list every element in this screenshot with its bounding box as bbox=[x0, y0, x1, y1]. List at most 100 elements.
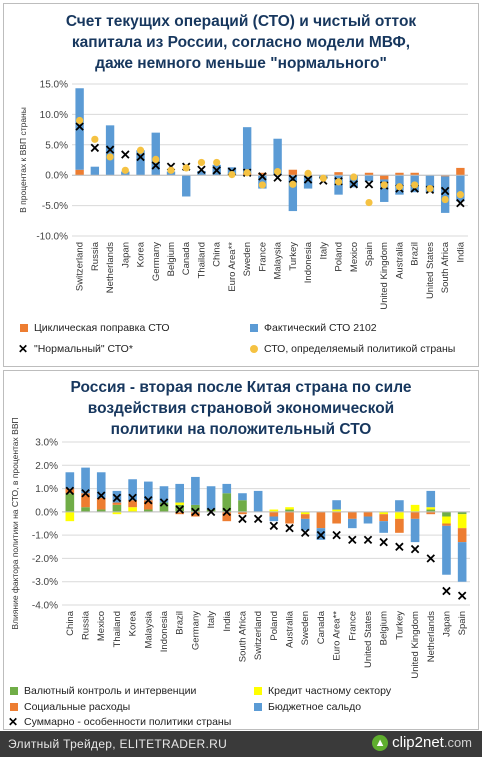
chart2-bar-south-africa bbox=[238, 500, 247, 512]
chart1-dot-marker-sweden bbox=[243, 169, 251, 177]
chart1-dot-marker-japan bbox=[121, 166, 129, 174]
legend2-label-budget: Бюджетное сальдо bbox=[268, 701, 362, 713]
chart1-ytick-label: -5.0% bbox=[42, 201, 68, 212]
chart1-category-label: Switzerland bbox=[75, 242, 86, 291]
chart1-category-label: Russia bbox=[90, 241, 101, 271]
chart1-title-line-2: капитала из России, согласно модели МВФ, bbox=[71, 34, 411, 51]
chart2-x-marker-belgium bbox=[379, 537, 388, 547]
chart2-bar-germany bbox=[191, 476, 200, 505]
chart1-x-marker-turkey bbox=[288, 174, 298, 184]
chart1-bar-russia bbox=[90, 166, 100, 176]
chart2-ytick-label: -1.0% bbox=[32, 531, 58, 542]
chart2-bar-china bbox=[65, 472, 75, 489]
chart1-x-marker-spain bbox=[364, 180, 374, 189]
chart2-bar-belgium bbox=[379, 511, 389, 515]
chart2-category-label: Netherlands bbox=[426, 611, 437, 662]
chart1-x-marker-france bbox=[258, 172, 267, 181]
chart2-x-marker-euro-area bbox=[332, 530, 341, 540]
chart1-bar-united-kingdom bbox=[380, 175, 389, 180]
chart2-bar-australia bbox=[285, 511, 294, 524]
chart2-bar-indonesia bbox=[159, 486, 169, 503]
legend2-label-total: Суммарно - особенности политики страны bbox=[24, 716, 232, 728]
chart1-bar-sweden bbox=[242, 127, 252, 174]
chart2-bar-russia bbox=[81, 467, 90, 494]
chart2-bar-netherlands bbox=[426, 511, 436, 515]
chart2-bar-china bbox=[65, 511, 75, 522]
chart2-bar-united-kingdom bbox=[410, 511, 420, 519]
chart2-x-marker-indonesia bbox=[159, 498, 169, 507]
chart2-bar-russia bbox=[81, 507, 90, 512]
chart1-x-marker-korea bbox=[136, 152, 145, 162]
chart1-category-label: Sweden bbox=[242, 242, 253, 276]
legend2-swatch-fx bbox=[10, 687, 18, 695]
chart2-x-marker-spain bbox=[457, 591, 467, 600]
chart2-bar-brazil bbox=[175, 511, 185, 515]
chart2-category-label: Russia bbox=[81, 610, 92, 640]
chart1-category-label: Germany bbox=[151, 242, 162, 281]
chart2-bar-malaysia bbox=[143, 481, 153, 501]
chart2-ytick-label: -2.0% bbox=[32, 554, 58, 565]
chart1-plot: 15.0% 10.0% 5.0% 0.0% -5.0% -10.0% В процентах… bbox=[18, 80, 468, 310]
chart1-ytick-label: 10.0% bbox=[40, 110, 68, 121]
logo-text: clip2net bbox=[392, 734, 444, 751]
chart2-bar-poland bbox=[269, 509, 279, 512]
clip2net-logo[interactable]: ▲ clip2net .com bbox=[372, 734, 472, 751]
chart1-x-marker-mexico bbox=[349, 180, 359, 189]
chart1-category-label: Euro Area** bbox=[227, 242, 238, 292]
chart1-category-label: Australia bbox=[394, 241, 405, 279]
chart2-x-marker-switzerland bbox=[253, 514, 263, 524]
legend2-label-fx: Валютный контроль и интервенции bbox=[24, 685, 197, 697]
legend1-item-actual: Фактический СТО 2102 bbox=[250, 322, 377, 334]
chart2-bar-australia bbox=[285, 507, 294, 510]
chart2-bar-malaysia bbox=[143, 509, 153, 512]
chart2-category-label: Turkey bbox=[394, 611, 405, 640]
chart2-bar-belgium bbox=[379, 514, 389, 522]
chart1-dot-marker-thailand bbox=[197, 158, 206, 167]
chart2-bar-japan bbox=[442, 525, 451, 575]
chart2-bar-belgium bbox=[379, 521, 389, 533]
chart1-bar-germany bbox=[151, 132, 160, 176]
legend2-label-social: Социальные расходы bbox=[24, 701, 131, 713]
chart1-bar-canada bbox=[182, 175, 191, 197]
chart1-dot-marker-italy bbox=[319, 174, 327, 182]
dot-marker-icon bbox=[250, 345, 258, 353]
chart-panel-policy-impact: Россия - вторая после Китая страна по си… bbox=[3, 370, 479, 730]
chart1-category-label: Korea bbox=[136, 241, 147, 267]
legend1-swatch-actual bbox=[250, 324, 258, 332]
chart2-bar-thailand bbox=[112, 504, 122, 512]
chart1-ytick-label: 15.0% bbox=[40, 80, 68, 91]
chart2-category-label: Spain bbox=[457, 611, 468, 635]
chart1-dot-marker-russia bbox=[91, 135, 99, 143]
chart1-dot-marker-france bbox=[258, 181, 266, 189]
chart1-category-label: Turkey bbox=[288, 242, 299, 271]
chart2-ytick-label: 3.0% bbox=[35, 438, 58, 449]
chart2-y-axis-label: Влияние фактора политики на СТО, в проце… bbox=[10, 417, 20, 629]
chart2-bar-spain bbox=[457, 514, 467, 529]
chart2-category-label: Poland bbox=[269, 611, 280, 641]
chart2-bar-united-states bbox=[363, 516, 373, 524]
chart2-bar-mexico bbox=[96, 472, 106, 498]
chart2-bar-australia bbox=[285, 509, 294, 512]
chart2-bar-india bbox=[222, 483, 232, 494]
chart2-x-marker-united-kingdom bbox=[410, 544, 420, 554]
chart2-bar-south-africa bbox=[238, 511, 247, 515]
chart2-ytick-label: 0.0% bbox=[35, 507, 58, 518]
chart2-bar-india bbox=[222, 493, 232, 512]
chart1-bar-india bbox=[456, 175, 465, 202]
chart2-bar-spain bbox=[457, 511, 467, 515]
chart2-bar-united-kingdom bbox=[410, 504, 420, 512]
chart2-x-marker-italy bbox=[206, 507, 216, 517]
chart2-category-label: Euro Area** bbox=[332, 611, 343, 661]
chart2-bar-mexico bbox=[96, 497, 106, 510]
chart1-bar-turkey bbox=[288, 169, 298, 176]
chart2-x-marker-mexico bbox=[96, 491, 106, 500]
chart1-bar-united-states bbox=[425, 175, 435, 193]
chart1-bar-switzerland bbox=[75, 169, 84, 176]
chart2-bar-korea bbox=[128, 507, 137, 512]
footer-text: Элитный Трейдер, ELITETRADER.RU bbox=[8, 737, 228, 751]
legend2-item-budget: Бюджетное сальдо bbox=[254, 701, 361, 713]
chart2-bar-sweden bbox=[300, 511, 310, 515]
chart2-bar-spain bbox=[457, 542, 467, 582]
chart1-bar-india bbox=[456, 167, 465, 176]
chart2-bar-south-africa bbox=[238, 493, 247, 501]
